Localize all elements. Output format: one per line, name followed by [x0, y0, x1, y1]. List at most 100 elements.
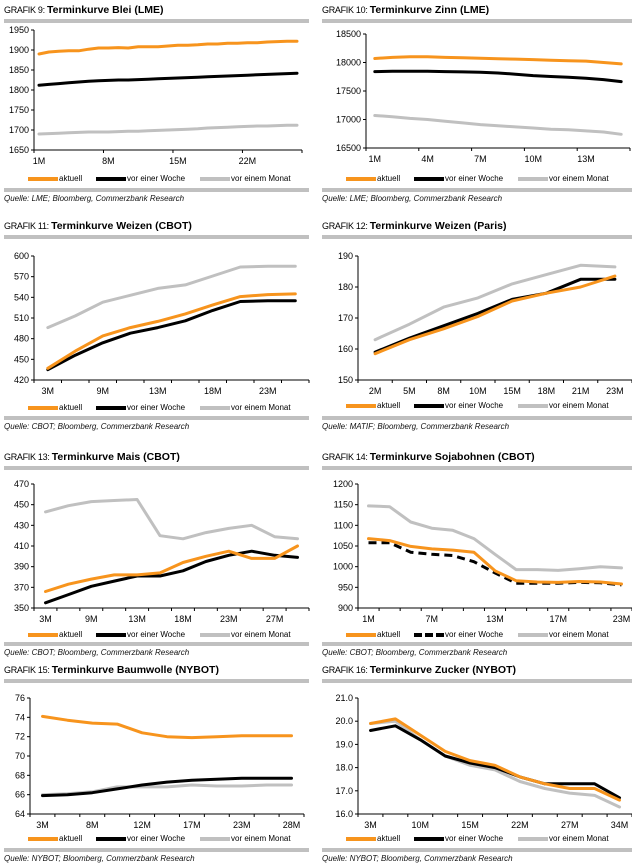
- y-tick-label: 17500: [336, 86, 361, 96]
- x-tick-label: 27M: [266, 614, 284, 624]
- legend-swatch: [200, 405, 230, 410]
- line-chart: 350 370 390 410 430 450 470 3M 9M 13M 18M 23M 27M: [14, 479, 310, 624]
- x-tick-label: 3M: [364, 820, 377, 830]
- series-line-vor-einem-monat: [373, 263, 617, 342]
- chart-title: GRAFIK 11: Terminkurve Weizen (CBOT): [4, 220, 192, 232]
- chart-title: GRAFIK 10: Terminkurve Zinn (LME): [322, 4, 489, 16]
- title-divider: [322, 235, 632, 239]
- legend-divider: [4, 642, 309, 646]
- chart-source: Quelle: NYBOT; Bloomberg, Commerzbank Re…: [322, 854, 513, 863]
- series-line-vor-einer-woche: [373, 69, 623, 84]
- x-tick-label: 1M: [33, 156, 46, 166]
- x-tick-label: 1M: [362, 614, 375, 624]
- chart-title-prefix: GRAFIK 11:: [4, 221, 52, 231]
- line-chart: 420 450 480 510 540 570 600 3M 9M 13M 18M 23M: [14, 251, 310, 396]
- legend-swatch: [414, 176, 444, 181]
- legend-swatch: [28, 632, 58, 637]
- y-tick-label: 17.0: [335, 786, 353, 796]
- x-tick-label: 22M: [511, 820, 529, 830]
- x-tick-label: 23M: [220, 614, 238, 624]
- series-line-vor-einer-woche: [369, 724, 621, 800]
- legend-label: vor einem Monat: [231, 174, 291, 183]
- y-tick-label: 16.0: [335, 809, 353, 819]
- legend-item: aktuell: [28, 834, 82, 843]
- chart-source: Quelle: MATIF; Bloomberg, Commerzbank Re…: [322, 422, 510, 431]
- series-line-aktuell: [44, 544, 299, 593]
- y-tick-label: 450: [14, 354, 29, 364]
- legend-label: aktuell: [59, 630, 83, 639]
- chart-title: GRAFIK 16: Terminkurve Zucker (NYBOT): [322, 664, 516, 676]
- series-line-aktuell: [369, 717, 621, 802]
- legend-swatch: [28, 836, 58, 841]
- x-tick-label: 18M: [204, 386, 222, 396]
- chart-title-prefix: GRAFIK 12:: [322, 221, 370, 231]
- y-tick-label: 1000: [333, 562, 353, 572]
- title-divider: [4, 235, 309, 239]
- x-tick-label: 18M: [538, 386, 556, 396]
- y-tick-label: 350: [14, 603, 29, 613]
- legend-label: vor einem Monat: [549, 174, 609, 183]
- chart-panel-16: GRAFIK 16: Terminkurve Zucker (NYBOT) 16.…: [322, 656, 632, 863]
- y-tick-label: 410: [14, 541, 29, 551]
- title-divider: [4, 679, 309, 683]
- legend-label: vor einer Woche: [445, 630, 504, 639]
- legend-item: aktuell: [346, 174, 400, 183]
- legend-swatch: [96, 632, 126, 637]
- x-tick-label: 21M: [572, 386, 590, 396]
- x-tick-label: 23M: [613, 614, 631, 624]
- title-divider: [4, 19, 309, 23]
- x-tick-label: 7M: [474, 154, 487, 164]
- legend-label: vor einem Monat: [549, 630, 609, 639]
- x-tick-label: 28M: [283, 820, 301, 830]
- legend-swatch: [28, 405, 58, 410]
- x-tick-label: 9M: [96, 386, 109, 396]
- legend-item: aktuell: [346, 834, 400, 843]
- x-tick-label: 22M: [239, 156, 257, 166]
- legend-label: aktuell: [59, 174, 83, 183]
- chart-title: GRAFIK 9: Terminkurve Blei (LME): [4, 4, 164, 16]
- series-line-aktuell: [367, 537, 623, 586]
- chart-title-text: Terminkurve Weizen (CBOT): [51, 220, 192, 232]
- x-tick-label: 12M: [133, 820, 151, 830]
- chart-title-prefix: GRAFIK 14:: [322, 452, 370, 462]
- chart-title-text: Terminkurve Zucker (NYBOT): [369, 664, 516, 676]
- legend-swatch: [518, 176, 548, 181]
- legend-label: vor einer Woche: [127, 403, 186, 412]
- chart-title-prefix: GRAFIK 16:: [322, 665, 370, 675]
- legend-item: aktuell: [346, 401, 400, 410]
- legend-item: vor einer Woche: [414, 401, 503, 410]
- x-tick-label: 5M: [403, 386, 416, 396]
- chart-source: Quelle: CBOT; Bloomberg, Commerzbank Res…: [322, 648, 508, 657]
- legend-label: aktuell: [377, 630, 401, 639]
- legend-divider: [322, 642, 632, 646]
- line-chart: 1650 1700 1750 1800 1850 1900 1950 1M 8M 15M 22M: [9, 25, 303, 166]
- y-tick-label: 66: [15, 790, 25, 800]
- x-tick-label: 15M: [503, 386, 521, 396]
- series-line-vor-einer-woche: [41, 776, 293, 798]
- x-tick-label: 34M: [611, 820, 629, 830]
- series-line-aktuell: [37, 39, 299, 56]
- series-line-vor-einer-woche: [46, 299, 297, 372]
- legend-item: vor einem Monat: [200, 174, 291, 183]
- chart-title-text: Terminkurve Sojabohnen (CBOT): [369, 451, 535, 463]
- y-tick-label: 1150: [334, 500, 353, 510]
- legend-swatch: [414, 836, 444, 841]
- legend-label: vor einer Woche: [445, 174, 504, 183]
- y-tick-label: 1900: [9, 45, 29, 55]
- legend-label: aktuell: [377, 174, 401, 183]
- y-tick-label: 190: [338, 251, 353, 261]
- chart-source: Quelle: NYBOT; Bloomberg, Commerzbank Re…: [4, 854, 195, 863]
- chart-title-prefix: GRAFIK 13:: [4, 452, 52, 462]
- x-tick-label: 17M: [183, 820, 201, 830]
- chart-title-prefix: GRAFIK 9:: [4, 5, 48, 15]
- x-tick-label: 15M: [461, 820, 479, 830]
- legend-divider: [322, 848, 632, 852]
- line-chart: 900 950 1000 1050 1100 1150 1200 1M 7M 13M 17M 23M: [333, 479, 632, 624]
- title-divider: [322, 466, 632, 470]
- legend-item: vor einer Woche: [96, 174, 185, 183]
- x-tick-label: 9M: [85, 614, 98, 624]
- title-divider: [4, 466, 309, 470]
- legend-item: vor einer Woche: [96, 834, 185, 843]
- y-tick-label: 1650: [9, 145, 29, 155]
- legend-swatch: [96, 405, 126, 410]
